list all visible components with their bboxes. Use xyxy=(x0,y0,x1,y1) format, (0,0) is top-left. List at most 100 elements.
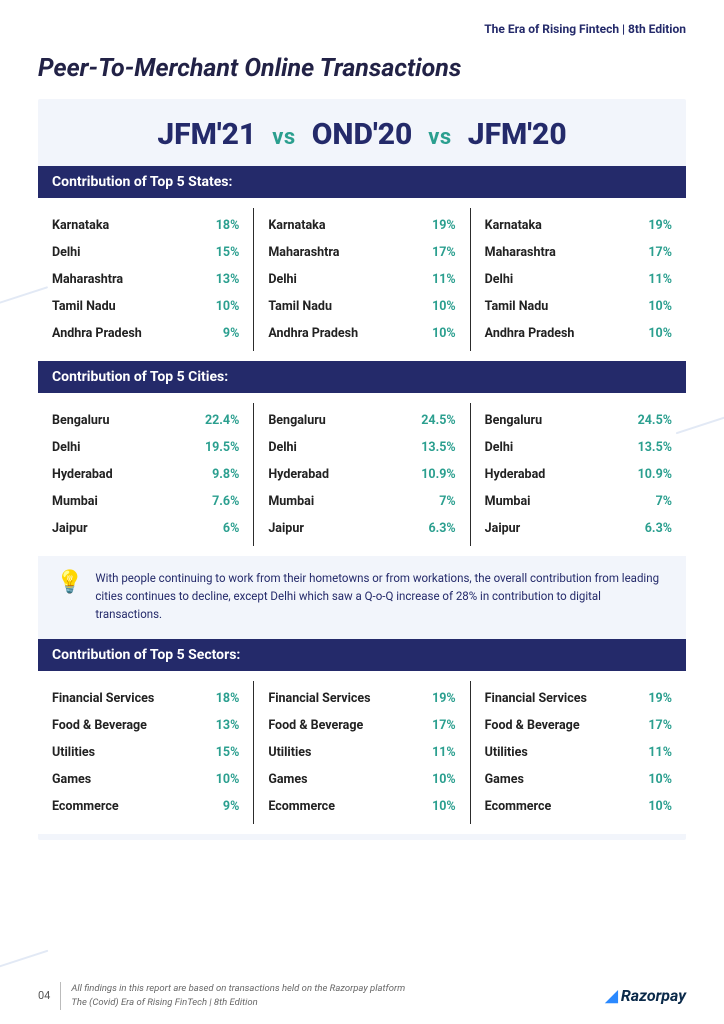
row-value: 9% xyxy=(223,799,239,814)
row-value: 6.3% xyxy=(428,521,455,536)
table-row: Karnataka 19% xyxy=(268,212,455,239)
table-row: Ecommerce10% xyxy=(268,793,455,820)
row-value: 6% xyxy=(223,521,239,536)
table-row: Delhi13.5% xyxy=(268,434,455,461)
row-value: 7% xyxy=(656,494,672,509)
table-row: Delhi 13.5% xyxy=(485,434,672,461)
row-name: Food & Beverage xyxy=(52,718,147,733)
table-row: Food & Beverage17% xyxy=(485,712,672,739)
row-name: Karnataka xyxy=(52,218,109,233)
data-column: Financial Services 19% Food & Beverage17% U… xyxy=(470,681,686,824)
table-row: Jaipur 6% xyxy=(52,515,239,542)
row-value: 11% xyxy=(648,745,672,760)
row-name: Financial Services xyxy=(268,691,370,706)
row-name: Delhi xyxy=(52,440,81,455)
row-value: 9% xyxy=(223,326,239,341)
row-name: Karnataka xyxy=(485,218,542,233)
row-name: Delhi xyxy=(485,440,514,455)
row-name: Bengaluru xyxy=(268,413,325,428)
section-title-states: Contribution of Top 5 States: xyxy=(38,166,686,198)
row-name: Mumbai xyxy=(52,494,98,509)
table-row: Bengaluru 22.4% xyxy=(52,407,239,434)
row-value: 10% xyxy=(648,772,672,787)
vs-label: vs xyxy=(272,125,295,150)
table-row: Games10% xyxy=(268,766,455,793)
row-value: 13.5% xyxy=(638,440,672,455)
brand-name: Razorpay xyxy=(621,986,686,1005)
row-value: 22.4% xyxy=(205,413,239,428)
row-name: Mumbai xyxy=(485,494,531,509)
row-name: Andhra Pradesh xyxy=(268,326,358,341)
table-row: Delhi11% xyxy=(268,266,455,293)
lightbulb-icon: 💡 xyxy=(56,572,83,623)
footer-line-1: All findings in this report are based on… xyxy=(71,982,405,996)
row-value: 19% xyxy=(432,691,456,706)
row-name: Andhra Pradesh xyxy=(485,326,575,341)
row-name: Bengaluru xyxy=(52,413,109,428)
row-value: 17% xyxy=(648,245,672,260)
header-label: The Era of Rising Fintech | 8th Edition xyxy=(38,22,686,36)
row-name: Maharashtra xyxy=(485,245,556,260)
row-value: 10% xyxy=(432,299,456,314)
data-column: Financial Services18%Food & Beverage13%U… xyxy=(38,681,253,824)
table-row: Games10% xyxy=(485,766,672,793)
row-value: 18% xyxy=(216,691,240,706)
vs-label: vs xyxy=(428,125,451,150)
period-row: JFM'21 vs OND'20 vs JFM'20 xyxy=(38,99,686,166)
row-value: 13% xyxy=(216,272,240,287)
row-value: 19% xyxy=(648,691,672,706)
row-name: Delhi xyxy=(485,272,514,287)
table-row: Andhra Pradesh10% xyxy=(485,320,672,347)
sectors-body: Financial Services 18% Food & Beverage 13% U… xyxy=(38,671,686,834)
table-row: Food & Beverage17% xyxy=(268,712,455,739)
table-row: Bengaluru24.5% xyxy=(485,407,672,434)
row-value: 15% xyxy=(216,745,240,760)
row-name: Jaipur xyxy=(268,521,304,536)
row-name: Delhi xyxy=(52,245,81,260)
row-name: Utilities xyxy=(485,745,528,760)
table-row: Andhra Pradesh9% xyxy=(52,320,239,347)
footer-line-2: The (Covid) Era of Rising FinTech | 8th … xyxy=(71,996,405,1010)
table-row: Karnataka19% xyxy=(485,212,672,239)
row-name: Jaipur xyxy=(52,521,88,536)
row-value: 11% xyxy=(432,745,456,760)
row-value: 19% xyxy=(432,218,456,233)
row-value: 11% xyxy=(432,272,456,287)
table-row: Maharashtra17% xyxy=(268,239,455,266)
row-name: Mumbai xyxy=(268,494,314,509)
row-value: 18% xyxy=(216,218,240,233)
table-row: Hyderabad10.9% xyxy=(485,461,672,488)
data-column: Bengaluru24.5%Delhi13.5%Hyderabad10.9%Mu… xyxy=(470,403,686,546)
table-row: Financial Services 19% xyxy=(485,685,672,712)
period-1: JFM'21 xyxy=(157,117,256,152)
section-title-sectors: Contribution of Top 5 Sectors: xyxy=(38,639,686,671)
table-row: Utilities15% xyxy=(52,739,239,766)
row-name: Financial Services xyxy=(485,691,587,706)
row-name: Jaipur xyxy=(485,521,521,536)
table-row: Mumbai 7% xyxy=(485,488,672,515)
table-row: Delhi15% xyxy=(52,239,239,266)
states-body: Karnataka18%Delhi15%Maharashtra13%Tamil … xyxy=(38,198,686,361)
comparison-card: JFM'21 vs OND'20 vs JFM'20 Contribution … xyxy=(38,99,686,840)
footer: 04 All findings in this report are based… xyxy=(38,982,686,1011)
row-name: Tamil Nadu xyxy=(52,299,116,314)
row-name: Ecommerce xyxy=(268,799,335,814)
table-row: Maharashtra13% xyxy=(52,266,239,293)
row-value: 13% xyxy=(216,718,240,733)
table-row: Jaipur 6.3% xyxy=(268,515,455,542)
data-column: Karnataka 18% Delhi15%Maharashtra13% Tamil … xyxy=(38,208,253,351)
row-name: Games xyxy=(268,772,307,787)
row-value: 10.9% xyxy=(421,467,455,482)
row-value: 7.6% xyxy=(212,494,239,509)
cities-body: Bengaluru22.4%Delhi19.5%Hyderabad9.8%Mum… xyxy=(38,393,686,556)
row-name: Tamil Nadu xyxy=(268,299,332,314)
row-value: 7% xyxy=(439,494,455,509)
row-name: Delhi xyxy=(268,440,297,455)
insight-note: 💡 With people continuing to work from th… xyxy=(38,556,686,639)
brand-logo: ◢ Razorpay xyxy=(606,986,687,1005)
table-row: Karnataka 18% xyxy=(52,212,239,239)
data-column: Bengaluru22.4%Delhi19.5%Hyderabad9.8%Mum… xyxy=(38,403,253,546)
data-column: Karnataka19%Maharashtra17%Delhi11%Tamil … xyxy=(470,208,686,351)
note-text: With people continuing to work from thei… xyxy=(95,570,668,623)
row-name: Karnataka xyxy=(268,218,325,233)
